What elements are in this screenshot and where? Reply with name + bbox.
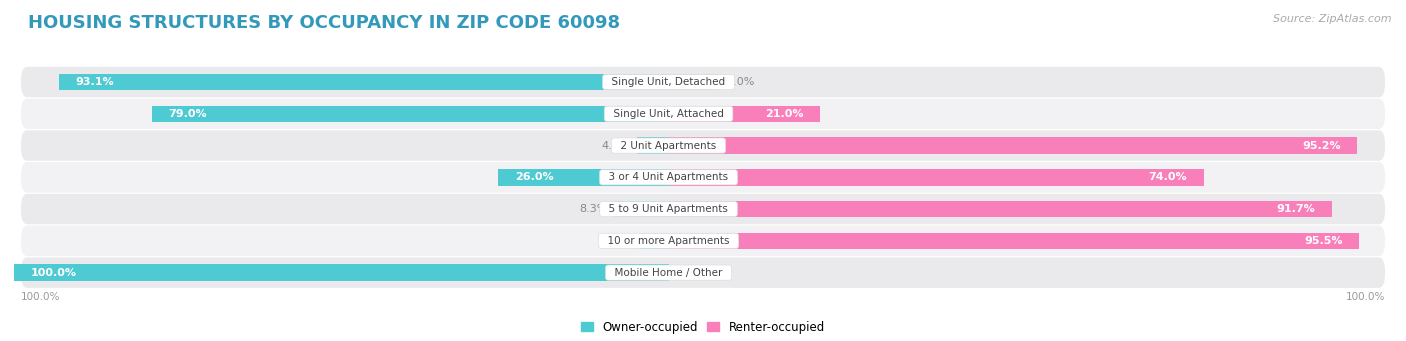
Text: 8.3%: 8.3% <box>579 204 607 214</box>
Bar <box>14 264 669 281</box>
FancyBboxPatch shape <box>21 99 1385 129</box>
Bar <box>669 233 1360 249</box>
Text: 26.0%: 26.0% <box>515 172 554 182</box>
Bar <box>614 201 669 217</box>
Text: 100.0%: 100.0% <box>21 292 60 302</box>
Bar <box>669 74 720 90</box>
Bar <box>637 137 669 154</box>
Text: Single Unit, Detached: Single Unit, Detached <box>605 77 733 87</box>
Text: 93.1%: 93.1% <box>76 77 114 87</box>
Bar <box>152 105 669 122</box>
Text: Source: ZipAtlas.com: Source: ZipAtlas.com <box>1274 14 1392 24</box>
Text: 95.5%: 95.5% <box>1305 236 1343 246</box>
Text: 10 or more Apartments: 10 or more Apartments <box>600 236 737 246</box>
Text: 100.0%: 100.0% <box>31 268 76 278</box>
Text: 74.0%: 74.0% <box>1149 172 1187 182</box>
Text: 91.7%: 91.7% <box>1277 204 1316 214</box>
FancyBboxPatch shape <box>21 226 1385 256</box>
Text: 0.0%: 0.0% <box>675 268 703 278</box>
FancyBboxPatch shape <box>21 130 1385 161</box>
FancyBboxPatch shape <box>21 162 1385 193</box>
Text: Single Unit, Attached: Single Unit, Attached <box>607 109 730 119</box>
Bar <box>640 233 669 249</box>
Bar <box>669 105 821 122</box>
Bar <box>498 169 669 186</box>
Text: 4.8%: 4.8% <box>602 140 630 151</box>
Bar <box>669 201 1331 217</box>
Text: 79.0%: 79.0% <box>169 109 207 119</box>
Text: 3 or 4 Unit Apartments: 3 or 4 Unit Apartments <box>602 172 735 182</box>
FancyBboxPatch shape <box>21 67 1385 97</box>
Text: 5 to 9 Unit Apartments: 5 to 9 Unit Apartments <box>602 204 735 214</box>
Text: 100.0%: 100.0% <box>1346 292 1385 302</box>
Bar <box>669 137 1357 154</box>
Text: 2 Unit Apartments: 2 Unit Apartments <box>614 140 723 151</box>
Text: Mobile Home / Other: Mobile Home / Other <box>609 268 728 278</box>
Legend: Owner-occupied, Renter-occupied: Owner-occupied, Renter-occupied <box>576 316 830 338</box>
Bar <box>59 74 669 90</box>
Text: 4.5%: 4.5% <box>603 236 633 246</box>
FancyBboxPatch shape <box>21 194 1385 224</box>
FancyBboxPatch shape <box>21 257 1385 288</box>
Text: HOUSING STRUCTURES BY OCCUPANCY IN ZIP CODE 60098: HOUSING STRUCTURES BY OCCUPANCY IN ZIP C… <box>28 14 620 32</box>
Text: 95.2%: 95.2% <box>1302 140 1341 151</box>
Bar <box>669 169 1204 186</box>
Text: 7.0%: 7.0% <box>725 77 755 87</box>
Text: 21.0%: 21.0% <box>765 109 804 119</box>
